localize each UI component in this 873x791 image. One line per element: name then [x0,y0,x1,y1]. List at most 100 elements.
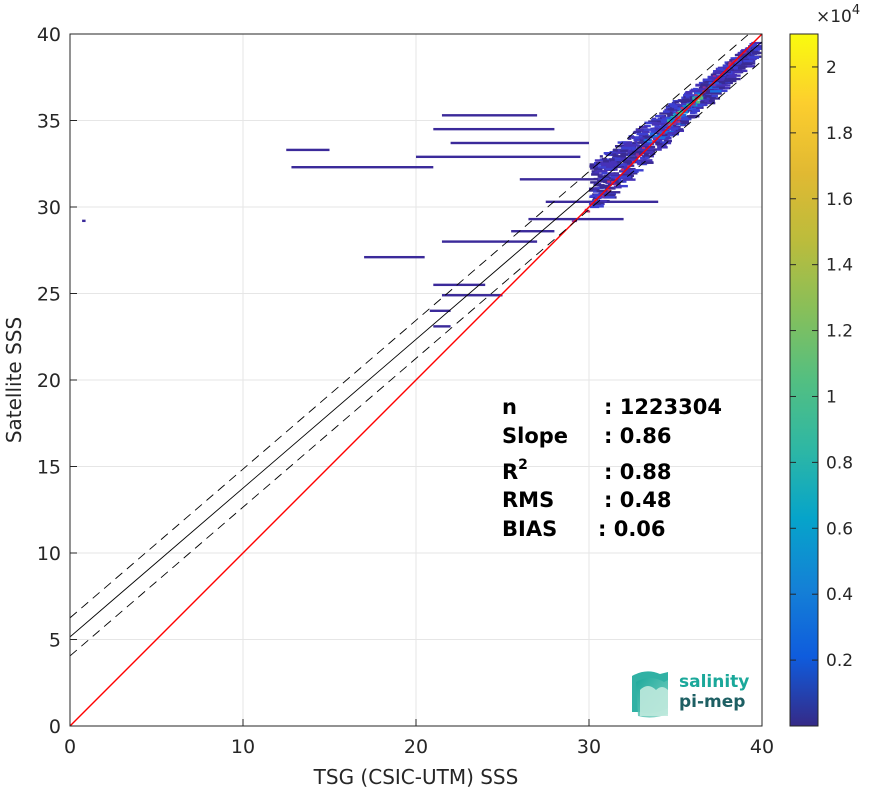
density-cell [702,79,707,83]
density-cell-trace [711,84,715,87]
y-tick-label: 30 [37,197,61,219]
density-cell [680,100,687,104]
y-tick-label: 35 [37,111,61,133]
density-streak [441,114,538,117]
density-cell [599,186,609,189]
y-axis-ticks: 0 5 10 15 20 25 30 35 40 [37,24,77,738]
density-cell [605,167,614,171]
density-cell-trace [665,123,669,126]
density-cell [674,107,679,110]
stat-value: : 0.06 [598,517,666,541]
density-cell [616,184,628,188]
density-cell [712,75,723,79]
density-cell [664,108,668,112]
colorbar-tick-label: 1.2 [826,322,853,342]
density-cell [710,90,722,93]
density-streak [433,325,451,328]
density-cell [652,127,659,130]
density-cell [663,139,672,143]
salinity-pi-mep-logo: salinity pi-mep [632,671,749,718]
density-cell [639,135,644,139]
y-tick-label: 20 [37,370,61,392]
density-cell [640,156,644,160]
x-tick-label: 30 [577,736,601,758]
density-cell [664,137,672,140]
density-cell [641,161,654,164]
density-cell [644,121,658,125]
density-cell-trace [743,51,747,54]
density-streak [429,309,451,312]
density-cell [719,71,724,74]
density-cell [752,51,762,55]
density-cell [660,141,667,144]
stat-label: R2 [502,457,528,484]
density-cell [642,135,653,139]
density-cell-trace [682,109,686,112]
density-cell-trace [590,201,594,204]
density-cell [692,103,705,106]
density-cell [612,157,621,160]
density-cell-trace [635,154,639,157]
density-cell [703,89,714,92]
density-cell [627,137,632,140]
density-cell [700,83,712,86]
density-streak [519,178,607,181]
density-cell [702,96,707,99]
density-cell [680,122,690,125]
density-cell [595,170,600,174]
density-cell [599,155,603,158]
density-cell [724,61,728,64]
density-cell [720,66,731,70]
density-cell [591,173,600,176]
density-cell-trace [728,61,732,64]
density-cell [710,73,717,76]
density-cell [603,193,616,197]
density-cell [672,111,677,114]
stat-label: BIAS [502,517,557,541]
density-cell-trace [571,220,575,223]
y-tick-label: 15 [37,457,61,479]
density-cell [667,131,675,135]
density-cell [618,163,626,167]
y-tick-label: 10 [37,543,61,565]
density-cell [616,155,627,158]
colorbar-ticks: 0.2 0.4 0.6 0.8 1 1.2 1.4 1.6 1.8 2 [790,58,853,671]
density-cell [681,117,692,121]
density-cell [648,120,661,123]
density-cell [640,137,645,140]
density-cell [683,94,695,97]
density-cell-trace [642,146,646,149]
density-cell [609,191,621,194]
density-cell-high [669,116,674,120]
density-cell [649,132,655,135]
density-cell [657,128,665,131]
density-cell-high [668,122,673,126]
density-cell [596,189,610,193]
density-cell [645,142,655,146]
density-cell [749,50,755,53]
density-cell [626,162,631,165]
density-cell [723,79,737,83]
density-cell-trace [678,117,682,120]
density-cell [659,112,672,115]
density-cell [634,140,638,143]
regression-line [70,41,762,638]
density-cell [689,98,697,101]
density-cell [737,66,741,69]
density-cell [620,149,628,152]
density-cell-trace [662,132,666,135]
density-cell-high [667,119,672,123]
density-streak [433,127,555,131]
density-cell [592,197,598,200]
density-cell [712,72,723,75]
y-tick-label: 5 [49,630,61,652]
density-cell [693,87,698,91]
density-cell [610,159,615,162]
density-cell [715,84,728,87]
density-cell [597,180,606,183]
density-cell [598,191,610,195]
density-cell [722,64,733,67]
density-cell [670,104,678,108]
density-cell [632,136,639,139]
